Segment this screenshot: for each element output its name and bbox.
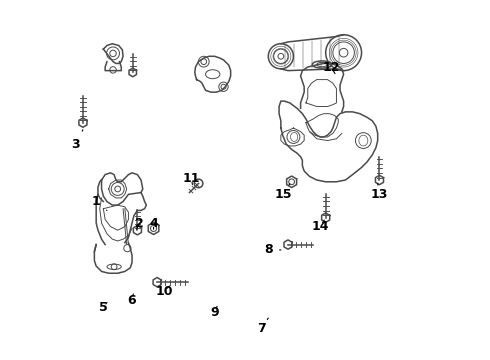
Text: 7: 7 [257,318,269,335]
Text: 15: 15 [275,184,293,201]
Text: 2: 2 [135,216,144,230]
Text: 4: 4 [149,216,158,230]
Text: 12: 12 [322,60,340,74]
Text: 8: 8 [264,243,281,256]
Text: 14: 14 [312,220,329,233]
Text: 9: 9 [210,306,219,319]
Text: 5: 5 [99,301,108,314]
Text: 13: 13 [371,184,388,201]
Text: 11: 11 [182,172,200,185]
Text: 3: 3 [72,130,83,150]
Text: 1: 1 [92,195,107,211]
Text: 10: 10 [155,285,173,298]
Text: 6: 6 [128,294,136,307]
